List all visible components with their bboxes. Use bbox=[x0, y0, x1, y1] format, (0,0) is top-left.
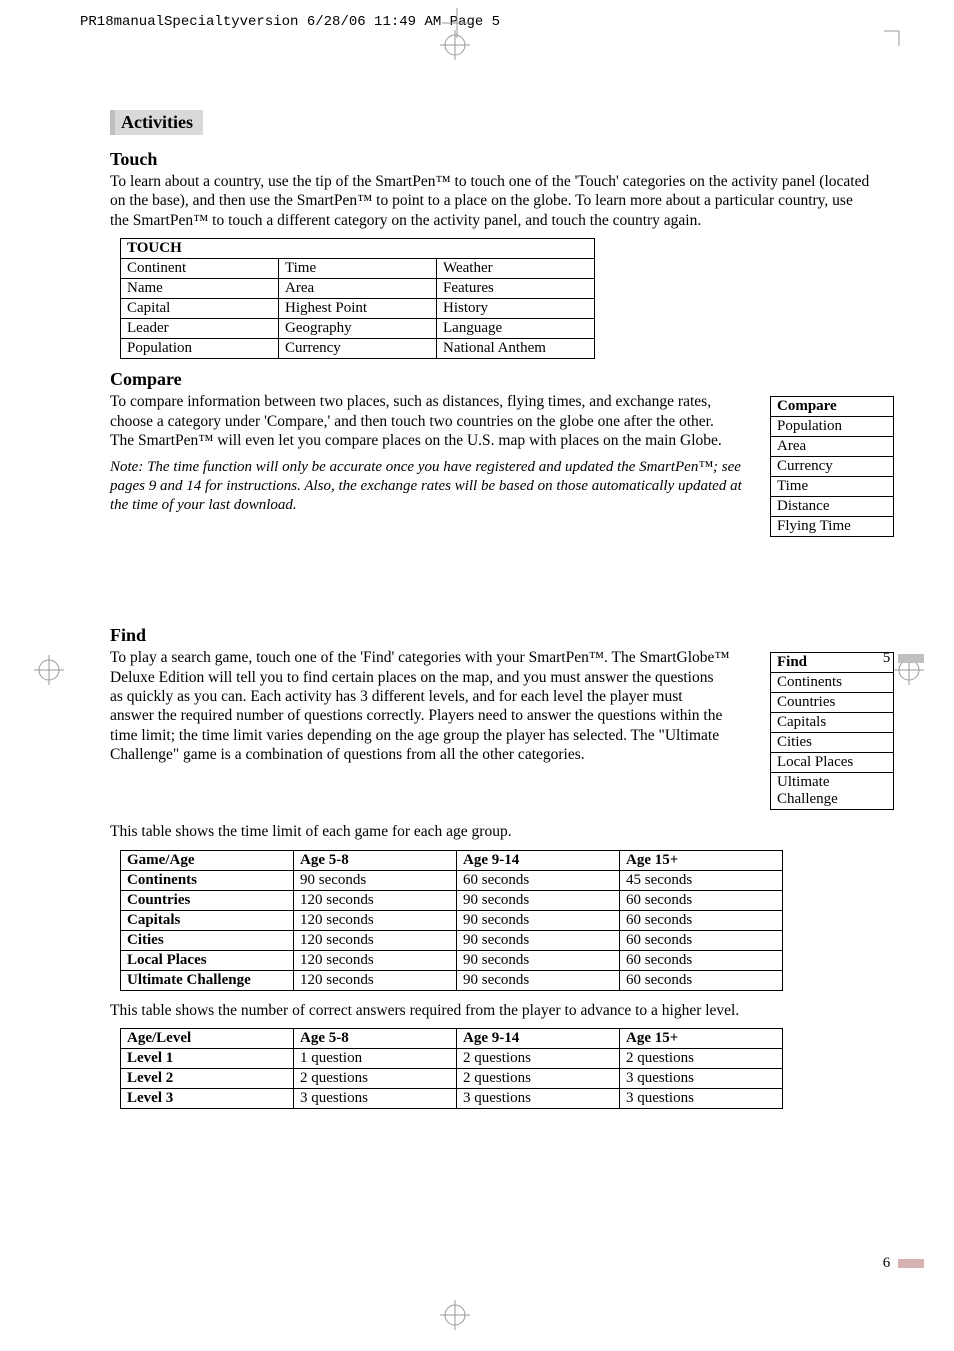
page-number-bar-icon bbox=[898, 1259, 924, 1268]
table-row: Area bbox=[771, 437, 894, 457]
level-table: Age/Level Age 5-8 Age 9-14 Age 15+ Level… bbox=[120, 1028, 783, 1109]
table-row: Cities120 seconds90 seconds60 seconds bbox=[121, 930, 783, 950]
compare-side-table: Compare Population Area Currency Time Di… bbox=[770, 396, 894, 537]
registration-mark-icon bbox=[440, 30, 470, 60]
table-row: Currency bbox=[771, 457, 894, 477]
table-row: Countries120 seconds90 seconds60 seconds bbox=[121, 890, 783, 910]
table-row: PopulationCurrencyNational Anthem bbox=[121, 339, 595, 359]
table-row: Local Places bbox=[771, 753, 894, 773]
table-row: Countries bbox=[771, 693, 894, 713]
time-table-caption: This table shows the time limit of each … bbox=[110, 822, 870, 841]
table-row: NameAreaFeatures bbox=[121, 279, 595, 299]
table-row: Ultimate Challenge120 seconds90 seconds6… bbox=[121, 970, 783, 990]
level-table-caption: This table shows the number of correct a… bbox=[110, 1001, 870, 1020]
compare-note-text: Note: The time function will only be acc… bbox=[110, 458, 750, 514]
page-number-lower: 6 bbox=[883, 1255, 924, 1272]
activities-heading: Activities bbox=[110, 110, 203, 135]
touch-table: TOUCH ContinentTimeWeather NameAreaFeatu… bbox=[120, 238, 595, 359]
page-content: Activities Touch To learn about a countr… bbox=[110, 110, 894, 1109]
table-header-row: Age/Level Age 5-8 Age 9-14 Age 15+ bbox=[121, 1028, 783, 1048]
touch-heading: Touch bbox=[110, 149, 894, 170]
table-row: CapitalHighest PointHistory bbox=[121, 299, 595, 319]
print-header-slug: PR18manualSpecialtyversion 6/28/06 11:49… bbox=[80, 14, 500, 30]
table-row: Cities bbox=[771, 733, 894, 753]
find-side-table: Find Continents Countries Capitals Citie… bbox=[770, 652, 894, 810]
table-header: Find bbox=[771, 653, 894, 673]
page-number-value: 6 bbox=[883, 1255, 891, 1271]
table-row: LeaderGeographyLanguage bbox=[121, 319, 595, 339]
registration-mark-icon bbox=[440, 1300, 470, 1330]
crop-mark-icon bbox=[442, 8, 466, 32]
table-row: Time bbox=[771, 477, 894, 497]
table-row: Flying Time bbox=[771, 517, 894, 537]
table-row: Capitals120 seconds90 seconds60 seconds bbox=[121, 910, 783, 930]
table-row: Population bbox=[771, 417, 894, 437]
time-limit-table: Game/Age Age 5-8 Age 9-14 Age 15+ Contin… bbox=[120, 850, 783, 991]
page-number-upper: 5 bbox=[883, 650, 924, 667]
table-row: Continents90 seconds60 seconds45 seconds bbox=[121, 870, 783, 890]
table-row: Capitals bbox=[771, 713, 894, 733]
page-number-value: 5 bbox=[883, 650, 891, 666]
compare-body-text: To compare information between two place… bbox=[110, 392, 740, 450]
registration-mark-icon bbox=[34, 655, 64, 685]
page-number-bar-icon bbox=[898, 654, 924, 663]
table-row: Level 22 questions2 questions3 questions bbox=[121, 1068, 783, 1088]
crop-mark-icon bbox=[884, 16, 908, 40]
find-body-text: To play a search game, touch one of the … bbox=[110, 648, 730, 764]
touch-body-text: To learn about a country, use the tip of… bbox=[110, 172, 870, 230]
table-header: TOUCH bbox=[121, 239, 595, 259]
table-row: Ultimate Challenge bbox=[771, 773, 894, 810]
table-header-row: Game/Age Age 5-8 Age 9-14 Age 15+ bbox=[121, 850, 783, 870]
table-row: ContinentTimeWeather bbox=[121, 259, 595, 279]
table-header: Compare bbox=[771, 397, 894, 417]
table-row: Continents bbox=[771, 673, 894, 693]
table-row: Distance bbox=[771, 497, 894, 517]
table-row: Local Places120 seconds90 seconds60 seco… bbox=[121, 950, 783, 970]
table-row: Level 33 questions3 questions3 questions bbox=[121, 1088, 783, 1108]
document-page: PR18manualSpecialtyversion 6/28/06 11:49… bbox=[0, 0, 954, 1159]
table-row: Level 11 question2 questions2 questions bbox=[121, 1048, 783, 1068]
find-heading: Find bbox=[110, 625, 894, 646]
compare-heading: Compare bbox=[110, 369, 894, 390]
